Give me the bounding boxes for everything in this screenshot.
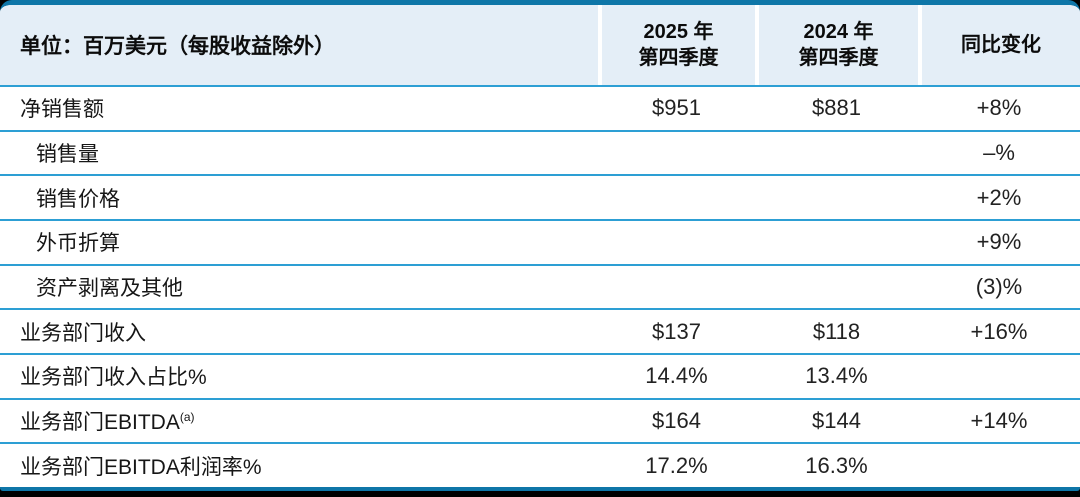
row-label-text: 销售量 [36, 143, 99, 166]
row-label: 业务部门EBITDA利润率% [0, 451, 598, 481]
row-segment-income-margin: 业务部门收入占比% 14.4% 13.4% [0, 353, 1080, 398]
value-q4-2025: $137 [652, 318, 701, 344]
row-label-text: 业务部门收入 [20, 321, 146, 345]
row-divestitures-other: 资产剥离及其他 (3)% [0, 263, 1080, 309]
unit-header-cell: 单位：百万美元（每股收益除外） [0, 5, 598, 85]
value-q4-2025: 17.2% [645, 452, 708, 478]
table-body: 净销售额 $951 $881 +8% 销售量 –% 销售价格 +2% 外币折算 [0, 85, 1080, 487]
value-yoy-change: (3)% [975, 274, 1023, 300]
row-segment-ebitda-margin: 业务部门EBITDA利润率% 17.2% 16.3% [0, 442, 1080, 487]
value-yoy-change: +14% [970, 408, 1028, 434]
row-label-text: 销售价格 [36, 187, 120, 211]
value-q4-2025: $164 [652, 408, 701, 434]
col-header-yoy-change: 同比变化 [918, 5, 1080, 85]
table-header-row: 单位：百万美元（每股收益除外） 2025 年 第四季度 2024 年 第四季度 … [0, 5, 1080, 85]
row-label: 业务部门收入 [0, 317, 598, 347]
row-segment-ebitda: 业务部门EBITDA(a) $164 $144 +14% [0, 397, 1080, 443]
value-q4-2024: $144 [812, 408, 861, 434]
value-q4-2024: $118 [812, 318, 861, 344]
row-label-text: 业务部门收入占比% [20, 366, 207, 390]
row-label-text: 业务部门EBITDA [20, 411, 180, 435]
row-label-text: 资产剥离及其他 [36, 277, 183, 301]
value-yoy-change: +9% [976, 229, 1022, 255]
row-label: 业务部门收入占比% [0, 361, 598, 391]
value-yoy-change: +8% [976, 95, 1022, 121]
value-q4-2024: 16.3% [805, 452, 868, 478]
row-label-text: 净销售额 [20, 98, 104, 122]
col-header-yoy-change-text: 同比变化 [961, 34, 1041, 56]
value-yoy-change: +16% [970, 318, 1028, 344]
row-label-text: 外币折算 [36, 232, 120, 256]
col-header-2025-q4: 2025 年 第四季度 [598, 5, 755, 85]
row-currency-translation: 外币折算 +9% [0, 219, 1080, 264]
row-sales-price: 销售价格 +2% [0, 174, 1080, 220]
col-header-2024-q4-text: 2024 年 第四季度 [798, 21, 879, 69]
row-label: 资产剥离及其他 [0, 272, 598, 302]
value-q4-2024: 13.4% [805, 363, 868, 389]
row-net-sales: 净销售额 $951 $881 +8% [0, 85, 1080, 130]
row-label: 销售价格 [0, 183, 598, 213]
value-q4-2024: $881 [812, 95, 861, 121]
row-label: 业务部门EBITDA(a) [0, 406, 598, 436]
value-q4-2025: 14.4% [645, 363, 708, 389]
value-yoy-change: –% [983, 140, 1015, 165]
footnote-marker: (a) [179, 410, 195, 425]
row-label: 销售量 [0, 138, 598, 168]
row-sales-volume: 销售量 –% [0, 129, 1080, 175]
col-header-2024-q4: 2024 年 第四季度 [755, 5, 918, 85]
row-label-text: 业务部门EBITDA利润率% [20, 455, 262, 479]
col-header-2025-q4-text: 2025 年 第四季度 [638, 21, 719, 69]
value-q4-2025: $951 [652, 95, 701, 121]
value-yoy-change: +2% [976, 184, 1022, 210]
unit-header-text: 单位：百万美元（每股收益除外） [20, 35, 335, 58]
row-label: 外币折算 [0, 227, 598, 257]
row-segment-income: 业务部门收入 $137 $118 +16% [0, 308, 1080, 354]
row-label: 净销售额 [0, 93, 598, 123]
